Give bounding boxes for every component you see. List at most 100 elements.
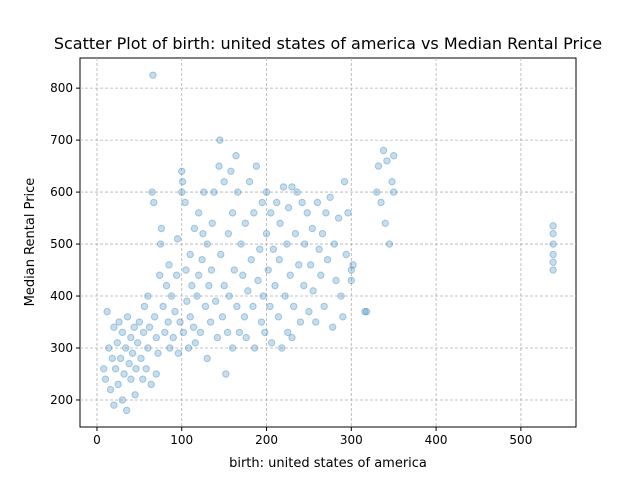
- scatter-point: [128, 349, 137, 357]
- scatter-point: [295, 261, 303, 269]
- scatter-point: [349, 261, 357, 269]
- scatter-point: [381, 219, 389, 227]
- scatter-point: [258, 198, 266, 207]
- plot-frame: [79, 57, 577, 428]
- scatter-point: [181, 198, 189, 207]
- scatter-point: [250, 209, 258, 217]
- scatter-point: [267, 209, 275, 217]
- scatter-point: [249, 302, 257, 311]
- scatter-point: [123, 313, 132, 321]
- scatter-point: [139, 328, 148, 337]
- scatter-point: [298, 198, 306, 207]
- scatter-point: [106, 385, 115, 394]
- scatter-point: [155, 271, 164, 279]
- scatter-point: [323, 255, 332, 264]
- scatter-point: [150, 198, 158, 207]
- scatter-point: [317, 271, 325, 279]
- scatter-point: [340, 177, 349, 186]
- scatter-point: [330, 240, 339, 248]
- scatter-point: [309, 287, 317, 295]
- y-tick-label: 400: [50, 289, 73, 303]
- scatter-point: [161, 328, 169, 337]
- scatter-point: [373, 188, 381, 196]
- scatter-point: [223, 328, 232, 337]
- scatter-point: [122, 344, 130, 352]
- scatter-point: [228, 344, 237, 352]
- scatter-point: [216, 136, 224, 144]
- scatter-point: [108, 354, 116, 363]
- scatter-point: [174, 349, 183, 357]
- scatter-point: [191, 339, 200, 347]
- scatter-point: [244, 287, 252, 295]
- scatter-point: [247, 255, 255, 264]
- scatter-point: [110, 401, 118, 409]
- scatter-point: [156, 240, 165, 248]
- y-tick-label: 700: [50, 133, 73, 147]
- scatter-point: [284, 328, 292, 337]
- ticks: 0 100 200 300 400 500 200 300 400 500 600 700 800: [50, 81, 532, 447]
- scatter-point: [101, 375, 110, 383]
- scatter-point: [281, 292, 289, 300]
- scatter-point: [308, 224, 317, 233]
- scatter-point: [549, 250, 557, 259]
- scatter-point: [208, 219, 216, 227]
- scatter-point: [276, 219, 284, 227]
- scatter-point: [549, 222, 557, 230]
- x-tick-label: 300: [340, 433, 363, 447]
- scatter-point: [239, 271, 247, 279]
- scatter-point: [266, 302, 274, 311]
- scatter-point: [245, 177, 254, 186]
- scatter-point: [385, 240, 394, 248]
- scatter-point: [313, 198, 322, 207]
- scatter-point: [250, 344, 259, 352]
- scatter-point: [278, 344, 286, 352]
- scatter-point: [193, 292, 201, 300]
- scatter-point: [172, 271, 181, 279]
- scatter-point: [259, 292, 267, 300]
- scatter-point: [203, 240, 211, 248]
- scatter-point: [300, 240, 309, 248]
- scatter-point: [291, 229, 300, 238]
- scatter-point: [203, 354, 211, 363]
- scatter-point: [379, 146, 388, 155]
- scatter-point: [235, 328, 244, 337]
- scatter-point: [183, 297, 191, 305]
- points: [100, 71, 557, 415]
- scatter-point: [252, 162, 261, 170]
- scatter-point: [320, 302, 328, 311]
- scatter-point: [549, 229, 557, 238]
- scatter-point: [337, 292, 345, 300]
- scatter-point: [303, 209, 311, 217]
- x-tick-label: 100: [170, 433, 193, 447]
- scatter-point: [100, 365, 108, 373]
- scatter-point: [182, 266, 190, 274]
- scatter-point: [189, 323, 198, 331]
- scatter-point: [288, 333, 296, 342]
- scatter-point: [390, 188, 398, 196]
- scatter-point: [178, 188, 186, 196]
- scatter-point: [149, 71, 157, 79]
- scatter-point: [383, 157, 391, 165]
- scatter-point: [164, 318, 172, 326]
- scatter-point: [279, 183, 288, 191]
- scatter-point: [200, 188, 208, 196]
- scatter-point: [254, 276, 262, 285]
- scatter-point: [374, 162, 383, 170]
- scatter-point: [306, 261, 315, 269]
- scatter-point: [300, 281, 308, 290]
- x-tick-label: 0: [93, 433, 101, 447]
- scatter-point: [127, 333, 135, 342]
- scatter-point: [241, 219, 250, 227]
- scatter-point: [132, 365, 140, 373]
- scatter-point: [222, 370, 230, 378]
- scatter-point: [144, 292, 152, 300]
- scatter-point: [362, 307, 371, 316]
- y-tick-label: 800: [50, 81, 73, 95]
- scatter-point: [224, 229, 233, 238]
- x-axis-label: birth: united states of america: [229, 456, 427, 471]
- scatter-point: [120, 370, 128, 378]
- scatter-point: [549, 240, 557, 248]
- scatter-point: [339, 313, 347, 321]
- scatter-point: [165, 261, 173, 269]
- y-tick-label: 200: [50, 393, 73, 407]
